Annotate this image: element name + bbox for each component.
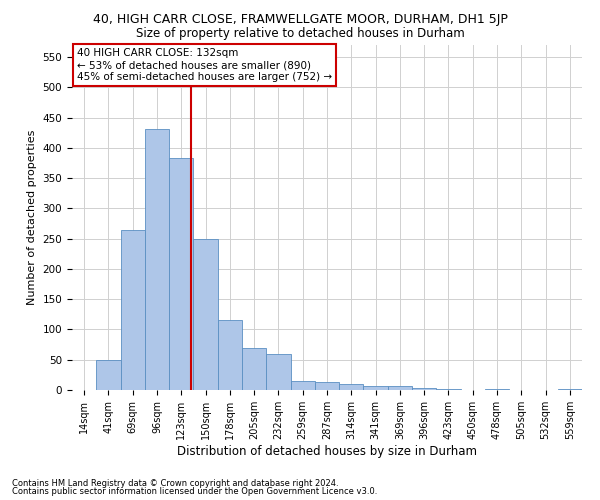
Bar — [364, 386, 388, 390]
Bar — [96, 360, 121, 390]
Bar — [266, 354, 290, 390]
Bar — [121, 230, 145, 390]
Bar — [218, 320, 242, 390]
Bar — [388, 386, 412, 390]
Bar — [145, 128, 169, 390]
Text: Contains public sector information licensed under the Open Government Licence v3: Contains public sector information licen… — [12, 487, 377, 496]
Bar — [339, 384, 364, 390]
Bar — [290, 381, 315, 390]
Text: Contains HM Land Registry data © Crown copyright and database right 2024.: Contains HM Land Registry data © Crown c… — [12, 478, 338, 488]
Text: 40 HIGH CARR CLOSE: 132sqm
← 53% of detached houses are smaller (890)
45% of sem: 40 HIGH CARR CLOSE: 132sqm ← 53% of deta… — [77, 48, 332, 82]
Text: 40, HIGH CARR CLOSE, FRAMWELLGATE MOOR, DURHAM, DH1 5JP: 40, HIGH CARR CLOSE, FRAMWELLGATE MOOR, … — [92, 12, 508, 26]
Y-axis label: Number of detached properties: Number of detached properties — [27, 130, 37, 305]
Text: Size of property relative to detached houses in Durham: Size of property relative to detached ho… — [136, 28, 464, 40]
Bar — [193, 238, 218, 390]
Bar — [315, 382, 339, 390]
Bar — [412, 388, 436, 390]
Bar — [169, 158, 193, 390]
X-axis label: Distribution of detached houses by size in Durham: Distribution of detached houses by size … — [177, 444, 477, 458]
Bar — [242, 348, 266, 390]
Bar — [436, 389, 461, 390]
Bar — [485, 389, 509, 390]
